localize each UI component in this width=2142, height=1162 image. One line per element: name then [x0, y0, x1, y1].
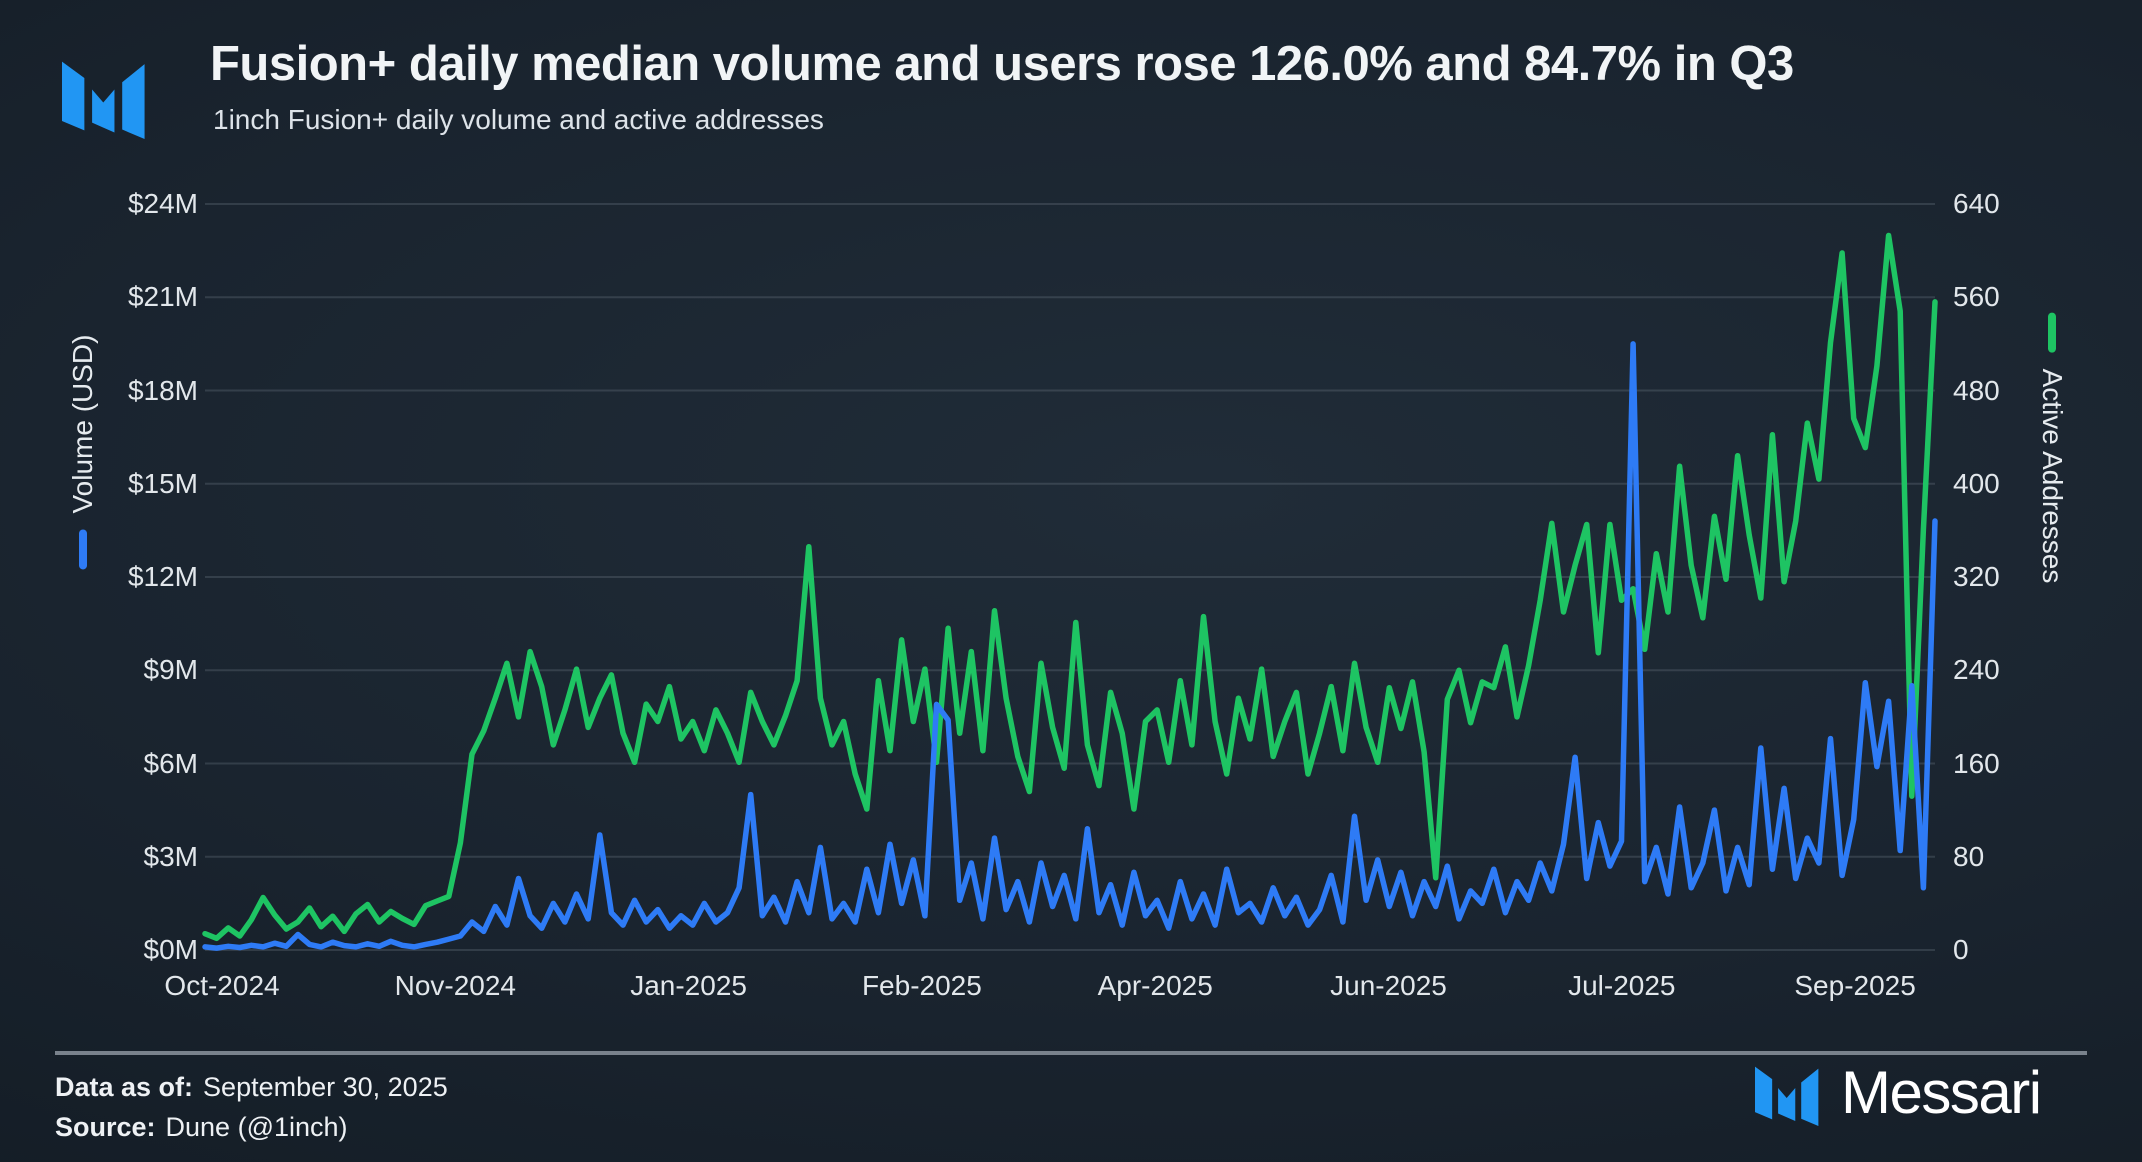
y-tick-left: $3M [143, 840, 198, 872]
data-as-of: Data as of: September 30, 2025 [55, 1072, 448, 1103]
x-tick: Feb-2025 [861, 970, 982, 1001]
y-tick-left: $0M [143, 934, 198, 965]
y-tick-left: $21M [127, 281, 198, 313]
source-value: Dune (@1inch) [165, 1112, 348, 1142]
messari-footer-mark-icon [1755, 1066, 1819, 1126]
data-as-of-label: Data as of: [55, 1072, 194, 1102]
x-tick: Nov-2024 [394, 970, 516, 1001]
page-title: Fusion+ daily median volume and users ro… [210, 37, 1794, 91]
y-tick-left: $24M [127, 188, 198, 219]
x-tick: Oct-2024 [164, 970, 280, 1001]
y-tick-right: 640 [1953, 188, 2000, 219]
messari-brand: Messari [1753, 1059, 2042, 1126]
x-tick: Jun-2025 [1330, 970, 1447, 1001]
y-tick-right: 0 [1953, 934, 1969, 965]
y-tick-right: 240 [1953, 654, 2000, 686]
axis-title-addresses-label: Active Addresses [2037, 368, 2068, 584]
y-tick-left: $9M [143, 654, 198, 686]
source-label: Source: [55, 1112, 156, 1142]
y-tick-left: $6M [143, 747, 198, 779]
y-tick-left: $15M [127, 467, 198, 499]
chart-canvas [202, 203, 1938, 951]
y-tick-right: 80 [1953, 840, 1985, 872]
x-tick: Sep-2025 [1794, 970, 1916, 1001]
chart-area [202, 203, 1938, 951]
x-tick: Jul-2025 [1568, 970, 1676, 1001]
y-tick-left: $12M [127, 561, 198, 592]
y-tick-right: 400 [1953, 467, 2000, 499]
volume-legend-swatch [79, 529, 87, 570]
axis-title-addresses: Active Addresses [2036, 312, 2068, 584]
footer-divider [55, 1051, 2087, 1055]
axis-title-volume: Volume (USD) [67, 335, 99, 570]
axis-title-volume-label: Volume (USD) [67, 334, 98, 514]
page-subtitle: 1inch Fusion+ daily volume and active ad… [213, 104, 824, 135]
y-tick-right: 560 [1953, 281, 2000, 313]
volume-line [202, 341, 1938, 951]
addresses-line [202, 232, 1938, 942]
addresses-legend-swatch [2048, 312, 2056, 353]
source: Source: Dune (@1inch) [55, 1112, 348, 1143]
messari-mark-icon [62, 61, 145, 139]
y-tick-right: 160 [1953, 747, 2000, 779]
y-tick-right: 480 [1953, 374, 2000, 406]
y-tick-right: 320 [1953, 561, 2000, 592]
data-as-of-value: September 30, 2025 [203, 1072, 448, 1102]
x-tick: Jan-2025 [630, 970, 747, 1001]
y-tick-left: $18M [127, 374, 198, 406]
messari-wordmark: Messari [1841, 1059, 2042, 1126]
x-tick: Apr-2025 [1097, 970, 1213, 1001]
